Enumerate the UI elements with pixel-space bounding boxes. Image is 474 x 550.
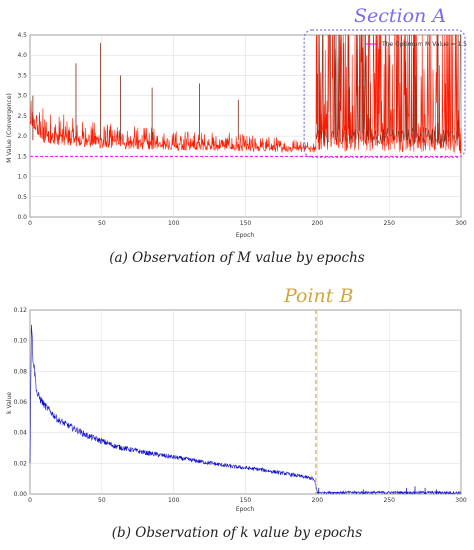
y-tick-label: 3.5 (17, 72, 27, 79)
k-value-line (29, 324, 462, 495)
y-axis-label-b: k Value (6, 392, 13, 414)
x-ticks-b: 0 50 100 150 200 250 300 (28, 497, 467, 504)
y-ticks-a: 0.0 0.5 1.0 1.5 2.0 2.5 3.0 3.5 4.0 4.5 (17, 32, 27, 221)
y-tick-label: 0.02 (14, 460, 28, 467)
point-b-label: Point B (283, 285, 353, 307)
x-tick-label: 0 (28, 497, 32, 504)
y-tick-label: 1.0 (17, 174, 27, 181)
x-tick-label: 300 (455, 497, 467, 504)
y-tick-label: 0.04 (14, 430, 28, 437)
m-value-line-dark (315, 34, 461, 145)
m-value-line (29, 34, 462, 154)
x-tick-label: 100 (168, 497, 180, 504)
x-tick-label: 50 (98, 220, 106, 227)
y-tick-label: 0.12 (14, 307, 28, 314)
caption-a: (a) Observation of M value by epochs (109, 250, 365, 266)
m-value-series (29, 34, 462, 154)
x-tick-label: 200 (312, 220, 324, 227)
y-tick-label: 0.00 (14, 491, 28, 498)
x-tick-label: 200 (312, 497, 324, 504)
y-tick-label: 2.0 (17, 133, 27, 140)
y-tick-label: 0.10 (14, 338, 28, 345)
x-tick-label: 150 (240, 497, 252, 504)
y-tick-label: 4.0 (17, 52, 27, 59)
y-tick-label: 0.0 (17, 214, 27, 221)
section-a-box (303, 29, 466, 158)
chart-m-value: 0.0 0.5 1.0 1.5 2.0 2.5 3.0 3.5 4.0 4.5 0 50 100 150… (6, 5, 467, 239)
x-axis-label-a: Epoch (236, 232, 255, 239)
y-tick-label: 0.5 (17, 194, 27, 201)
x-ticks-a: 0 50 100 150 200 250 300 (28, 220, 467, 227)
legend-a: The Optimum M Value = 1.5 (366, 41, 467, 48)
x-tick-label: 150 (240, 220, 252, 227)
grid-b (29, 309, 462, 495)
k-value-series (29, 324, 462, 495)
y-tick-label: 3.0 (17, 93, 27, 100)
section-a-label: Section A (354, 5, 446, 27)
caption-b: (b) Observation of k value by epochs (112, 525, 363, 541)
y-tick-label: 0.06 (14, 399, 28, 406)
grid-a (29, 34, 462, 218)
y-tick-label: 0.08 (14, 368, 28, 375)
y-tick-label: 2.5 (17, 113, 27, 120)
chart-k-value: 0.00 0.02 0.04 0.06 0.08 0.10 0.12 0 50 100 150 20… (6, 285, 467, 513)
x-tick-label: 100 (168, 220, 180, 227)
y-tick-label: 4.5 (17, 32, 27, 39)
y-axis-label-a: M Value (Convergence) (6, 93, 13, 163)
x-tick-label: 50 (98, 497, 106, 504)
x-tick-label: 0 (28, 220, 32, 227)
x-tick-label: 250 (383, 220, 395, 227)
y-ticks-b: 0.00 0.02 0.04 0.06 0.08 0.10 0.12 (14, 307, 28, 498)
legend-label: The Optimum M Value = 1.5 (381, 41, 467, 48)
y-tick-label: 1.5 (17, 153, 27, 160)
x-axis-label-b: Epoch (236, 506, 255, 513)
x-tick-label: 250 (383, 497, 395, 504)
x-tick-label: 300 (455, 220, 467, 227)
